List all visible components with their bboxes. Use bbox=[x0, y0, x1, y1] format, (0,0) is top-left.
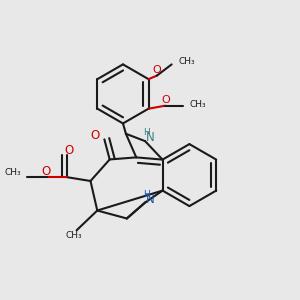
Text: O: O bbox=[41, 165, 50, 178]
Text: CH₃: CH₃ bbox=[4, 168, 21, 177]
Text: H: H bbox=[143, 190, 150, 199]
Text: N: N bbox=[146, 131, 155, 144]
Text: H: H bbox=[143, 128, 150, 137]
Text: O: O bbox=[64, 143, 74, 157]
Text: CH₃: CH₃ bbox=[65, 231, 82, 240]
Text: O: O bbox=[161, 95, 170, 105]
Text: O: O bbox=[152, 65, 161, 75]
Text: O: O bbox=[90, 129, 100, 142]
Text: N: N bbox=[146, 193, 155, 206]
Text: CH₃: CH₃ bbox=[190, 100, 207, 109]
Text: CH₃: CH₃ bbox=[178, 57, 195, 66]
